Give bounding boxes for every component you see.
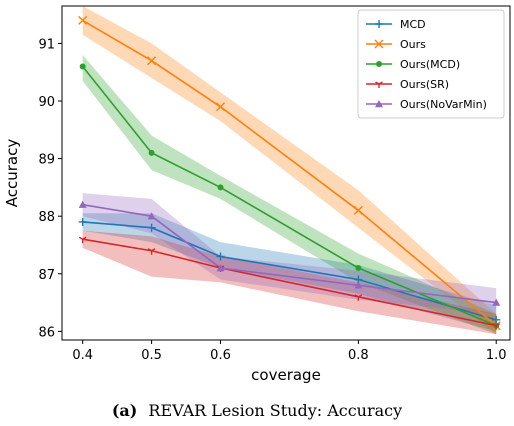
legend: MCD Ours Ours(MCD) Ours(SR) Ours(NoVarMin) <box>357 9 505 119</box>
y-tick-label: 86 <box>38 325 55 340</box>
legend-label-ours-mcd: Ours(MCD) <box>400 58 460 71</box>
plot-frame <box>61 5 511 341</box>
marker-ours-novarmin <box>354 281 363 289</box>
y-tick-label: 90 <box>38 95 55 110</box>
marker-ours-novarmin <box>492 298 501 306</box>
marker-mcd <box>492 315 501 324</box>
caption-tag: (a) <box>112 401 138 420</box>
x-axis-label: coverage <box>251 366 321 384</box>
marker-ours-mcd <box>355 265 362 272</box>
marker-ours <box>78 15 88 25</box>
y-tick-label: 89 <box>38 153 55 168</box>
marker-ours-novarmin <box>78 200 87 208</box>
marker-ours-sr <box>147 248 156 255</box>
y-tick-label: 88 <box>38 210 55 225</box>
legend-marker-ours-sr <box>375 81 383 88</box>
caption-text: REVAR Lesion Study: Accuracy <box>148 401 402 420</box>
band-ours-novarmin <box>82 193 497 315</box>
marker-ours-mcd <box>217 184 224 191</box>
marker-mcd <box>78 217 87 226</box>
legend-marker-ours-mcd <box>376 61 382 67</box>
marker-mcd <box>216 252 225 261</box>
marker-ours-mcd <box>79 63 86 70</box>
marker-ours-sr <box>78 236 87 244</box>
series-markers <box>78 15 501 331</box>
legend-marker-ours-novarmin <box>375 100 383 108</box>
legend-label-ours-novarmin: Ours(NoVarMin) <box>400 98 487 111</box>
legend-marker-mcd <box>375 20 383 28</box>
y-axis-label: Accuracy <box>3 139 21 208</box>
marker-ours-novarmin <box>147 212 156 220</box>
x-tick-label: 0.8 <box>348 348 369 363</box>
marker-ours <box>216 102 226 112</box>
marker-ours-sr <box>354 294 363 301</box>
legend-box <box>357 9 505 119</box>
y-tick-label: 91 <box>38 37 55 52</box>
marker-ours <box>353 205 363 215</box>
marker-ours-sr <box>492 322 501 330</box>
x-axis-ticks: 0.4 0.5 0.6 0.8 1.0 <box>72 340 507 363</box>
band-ours <box>82 6 497 335</box>
legend-label-mcd: MCD <box>400 18 426 31</box>
y-axis-ticks: 86 87 88 89 90 91 <box>38 37 62 340</box>
x-tick-label: 1.0 <box>486 348 507 363</box>
x-tick-label: 0.4 <box>72 348 93 363</box>
legend-marker-ours <box>374 39 384 49</box>
legend-label-ours: Ours <box>400 38 426 51</box>
x-tick-label: 0.6 <box>210 348 231 363</box>
marker-ours <box>147 56 157 66</box>
legend-label-ours-sr: Ours(SR) <box>400 78 449 91</box>
marker-mcd <box>147 223 156 232</box>
band-ours-mcd <box>82 54 497 335</box>
y-tick-label: 87 <box>38 268 55 283</box>
marker-ours-mcd <box>148 149 155 156</box>
x-tick-label: 0.5 <box>141 348 162 363</box>
marker-ours-novarmin <box>216 264 225 272</box>
figure-caption: (a) REVAR Lesion Study: Accuracy <box>112 401 402 420</box>
